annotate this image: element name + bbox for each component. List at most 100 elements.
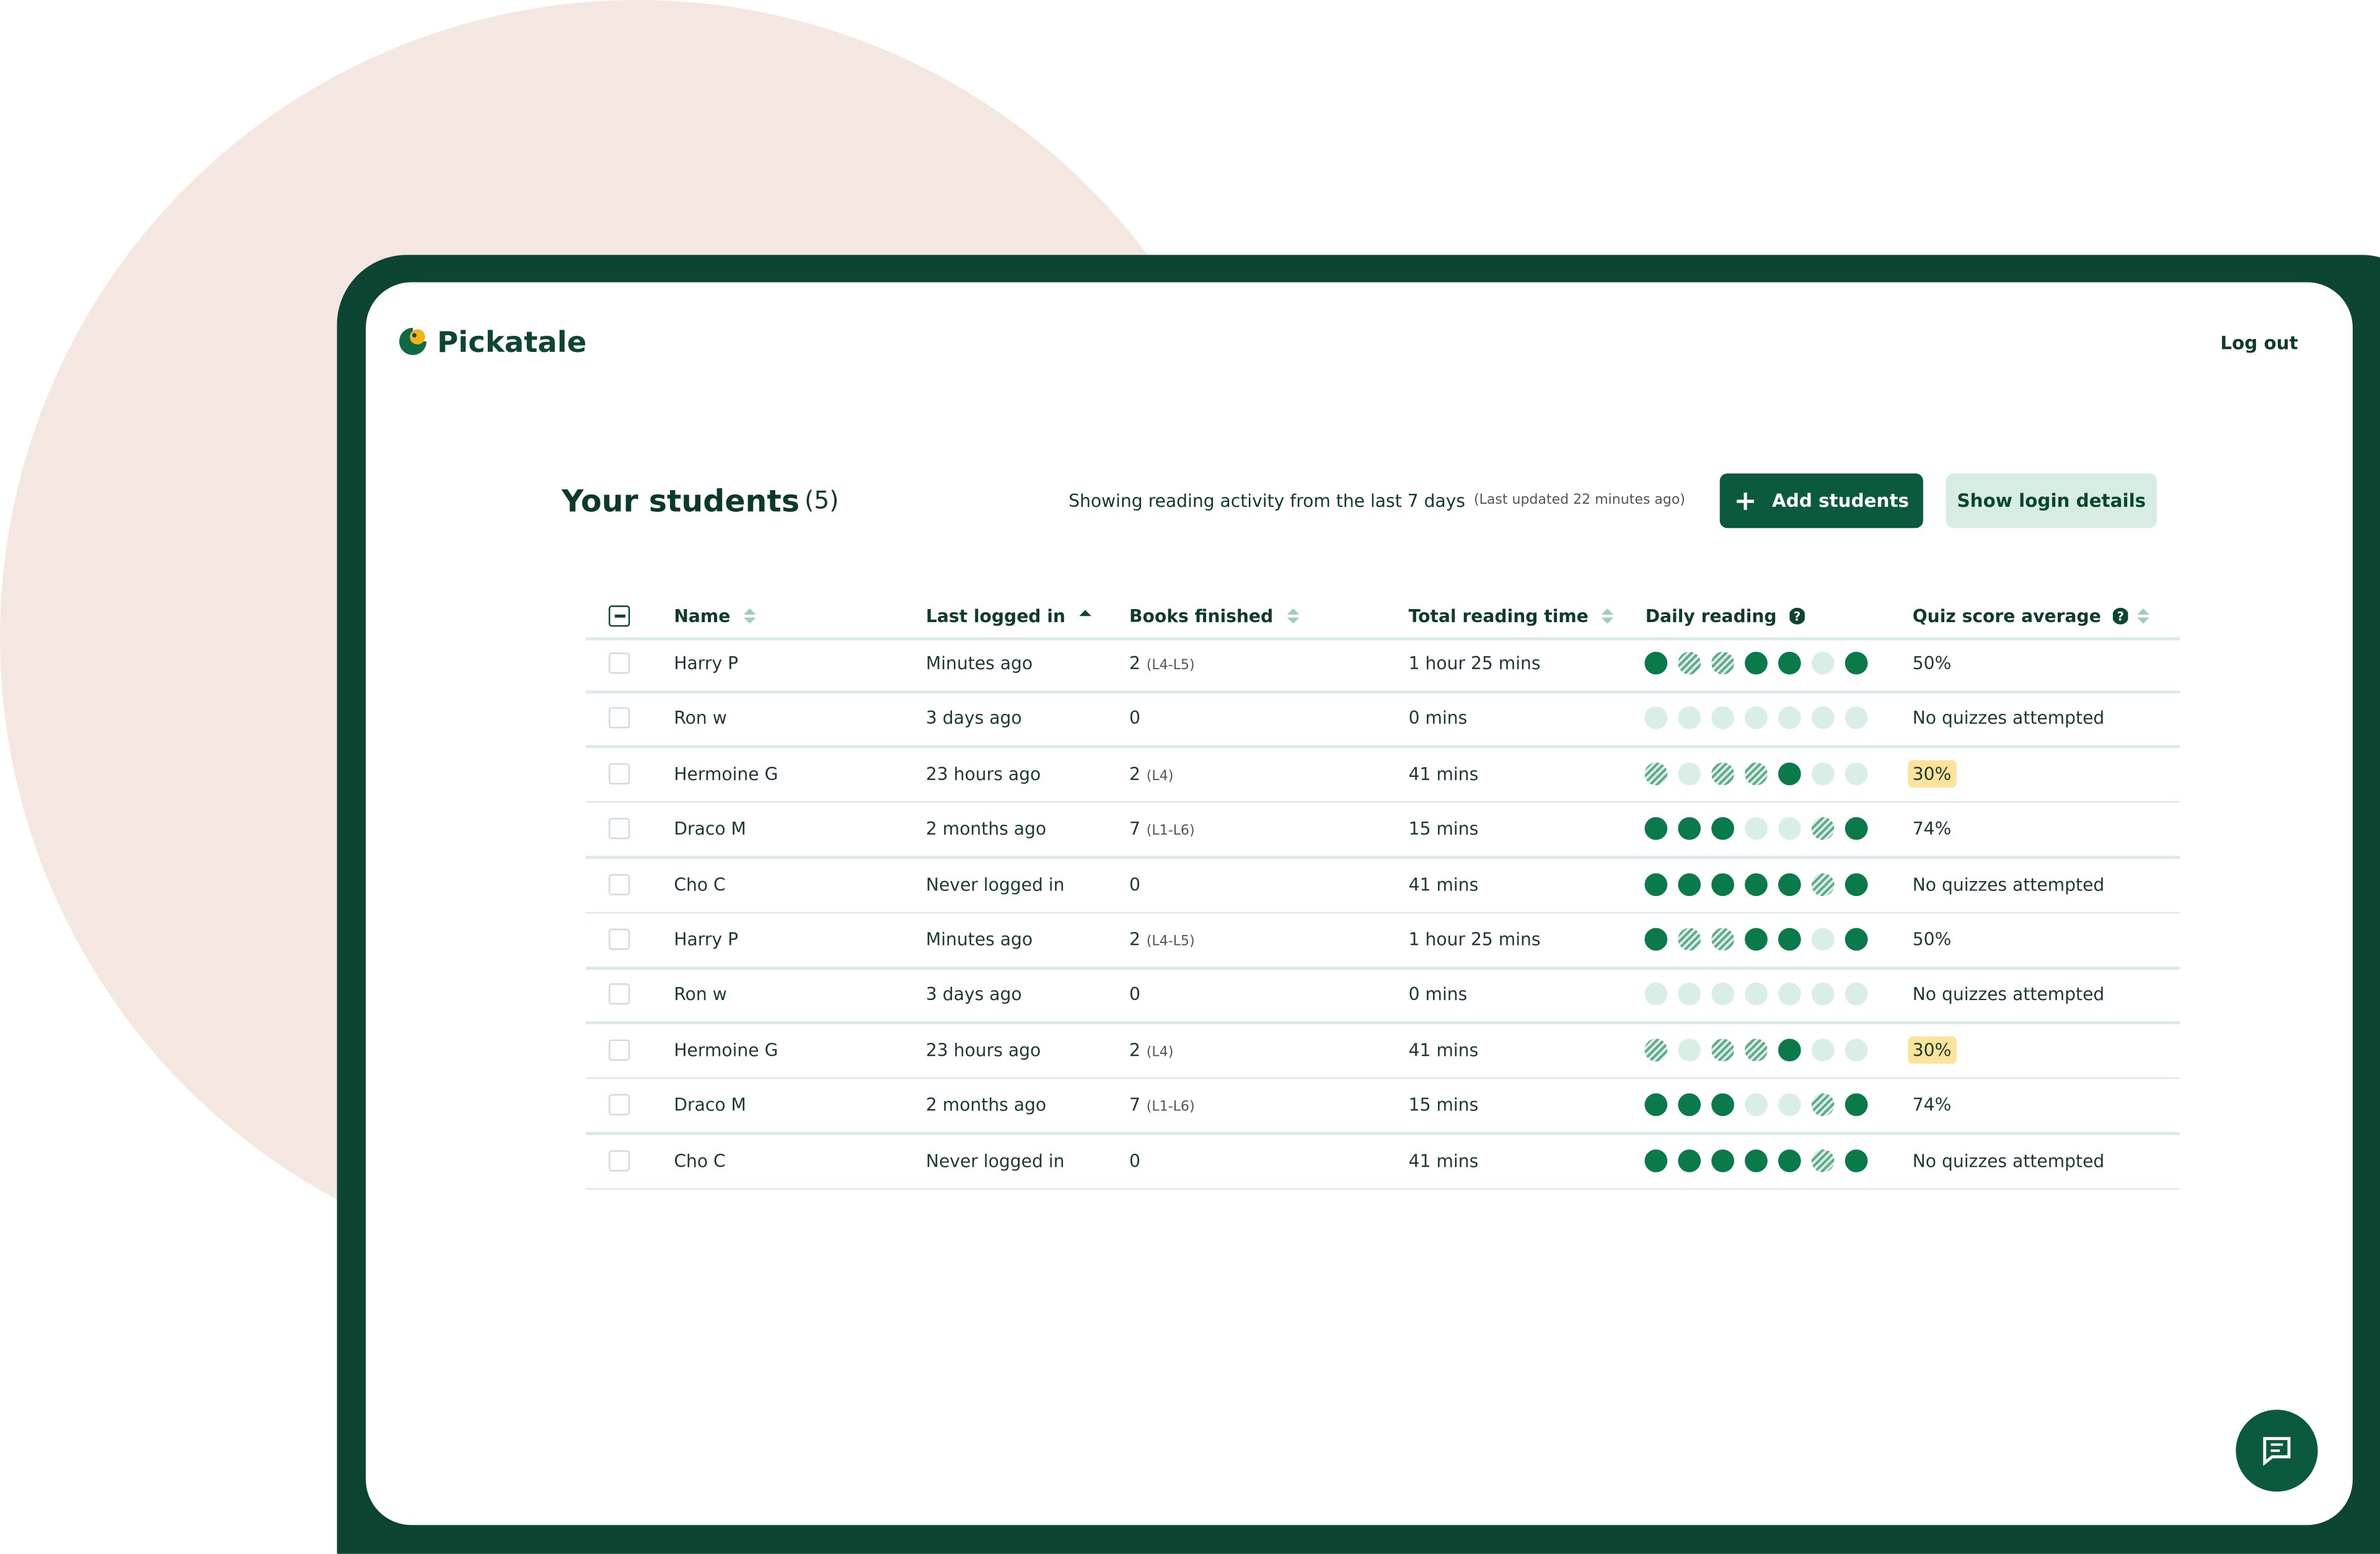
sort-icon[interactable]: ? <box>2113 605 2128 626</box>
books-finished: 2 (L4-L5) <box>1129 929 1195 950</box>
select-all-checkbox[interactable] <box>609 605 630 627</box>
quiz-score: 30% <box>1908 1036 1956 1064</box>
student-name: Draco M <box>674 1094 746 1116</box>
books-finished: 0 <box>1129 1149 1140 1170</box>
day-full <box>1778 651 1801 675</box>
quiz-score: No quizzes attempted <box>1912 1149 2105 1171</box>
last-login: Never logged in <box>925 1149 1065 1171</box>
last-login: 2 months ago <box>925 1094 1047 1116</box>
row-checkbox[interactable] <box>609 928 630 950</box>
divider <box>586 745 2180 748</box>
divider <box>586 637 2180 640</box>
reading-time: 41 mins <box>1408 763 1479 784</box>
svg-text:?: ? <box>1794 610 1800 624</box>
student-name: Cho C <box>674 873 726 895</box>
day-none <box>1811 1038 1835 1061</box>
row-checkbox[interactable] <box>609 1094 630 1116</box>
last-login: 3 days ago <box>925 983 1022 1006</box>
day-full <box>1644 1093 1668 1117</box>
reading-time: 0 mins <box>1408 708 1468 729</box>
day-full <box>1844 1149 1868 1172</box>
row-checkbox[interactable] <box>609 763 630 784</box>
student-name: Harry P <box>674 652 739 674</box>
sort-icon[interactable] <box>1600 605 1615 626</box>
sort-icon[interactable] <box>1078 605 1093 626</box>
chat-button[interactable] <box>2236 1410 2318 1492</box>
day-partial <box>1644 1038 1668 1061</box>
book-levels: (L1-L6) <box>1146 1100 1195 1116</box>
quiz-score: 74% <box>1912 818 1952 840</box>
day-full <box>1644 817 1668 840</box>
day-partial <box>1711 928 1734 951</box>
logout-link[interactable]: Log out <box>2220 332 2298 354</box>
day-none <box>1844 983 1868 1006</box>
student-name: Hermoine G <box>674 763 778 784</box>
day-none <box>1844 1038 1868 1061</box>
day-full <box>1745 872 1768 896</box>
day-full <box>1778 1038 1801 1061</box>
day-none <box>1745 983 1768 1006</box>
divider <box>586 1022 2180 1024</box>
day-full <box>1778 762 1801 785</box>
day-full <box>1711 1093 1734 1117</box>
daily-reading <box>1644 928 1868 951</box>
row-checkbox[interactable] <box>609 983 630 1006</box>
sort-icon[interactable]: ? <box>1789 605 1805 626</box>
books-finished: 7 (L1-L6) <box>1129 1094 1195 1115</box>
divider <box>586 690 2180 693</box>
day-full <box>1711 1149 1734 1172</box>
add-students-button[interactable]: + Add students <box>1719 473 1923 529</box>
quiz-score: No quizzes attempted <box>1912 873 2105 895</box>
day-full <box>1844 1093 1868 1117</box>
quiz-score: 50% <box>1912 928 1952 950</box>
sort-icon[interactable] <box>1285 605 1300 626</box>
row-checkbox[interactable] <box>609 1039 630 1061</box>
day-none <box>1811 706 1835 730</box>
day-full <box>1844 817 1868 840</box>
quiz-score: 74% <box>1912 1094 1952 1116</box>
divider <box>586 967 2180 969</box>
day-full <box>1678 1093 1701 1117</box>
day-partial <box>1811 872 1835 896</box>
day-full <box>1844 928 1868 951</box>
day-partial <box>1811 1149 1835 1172</box>
day-partial <box>1644 762 1668 785</box>
row-checkbox[interactable] <box>609 1149 630 1171</box>
day-full <box>1644 872 1668 896</box>
daily-reading <box>1644 817 1868 840</box>
quiz-score: No quizzes attempted <box>1912 983 2105 1006</box>
books-count: 0 <box>1129 983 1141 1006</box>
last-login: Minutes ago <box>925 652 1033 674</box>
divider <box>586 1077 2180 1079</box>
column-header: Books finished <box>1129 605 1274 627</box>
divider <box>586 1187 2180 1190</box>
last-login: 2 months ago <box>925 818 1047 840</box>
divider <box>586 801 2180 804</box>
logo-icon <box>399 327 427 356</box>
daily-reading <box>1644 1149 1868 1172</box>
day-none <box>1678 706 1701 730</box>
sort-icon[interactable] <box>2136 605 2151 626</box>
daily-reading <box>1644 1093 1868 1117</box>
plus-icon: + <box>1734 485 1757 517</box>
sort-icon[interactable] <box>743 605 757 626</box>
day-partial <box>1711 651 1734 675</box>
quiz-score: 50% <box>1912 652 1952 674</box>
books-finished: 0 <box>1129 874 1140 895</box>
quiz-score: No quizzes attempted <box>1912 708 2105 729</box>
column-header: Last logged in <box>925 605 1065 627</box>
daily-reading <box>1644 762 1868 785</box>
student-name: Ron w <box>674 983 727 1006</box>
row-checkbox[interactable] <box>609 873 630 895</box>
student-count: (5) <box>804 485 839 515</box>
row-checkbox[interactable] <box>609 652 630 674</box>
day-full <box>1745 1149 1768 1172</box>
day-full <box>1745 651 1768 675</box>
row-checkbox[interactable] <box>609 818 630 840</box>
divider <box>586 911 2180 914</box>
row-checkbox[interactable] <box>609 708 630 729</box>
login-details-button[interactable]: Show login details <box>1946 473 2157 529</box>
day-none <box>1745 817 1768 840</box>
screen: Pickatale Log out Your students (5) Show… <box>366 282 2353 1525</box>
